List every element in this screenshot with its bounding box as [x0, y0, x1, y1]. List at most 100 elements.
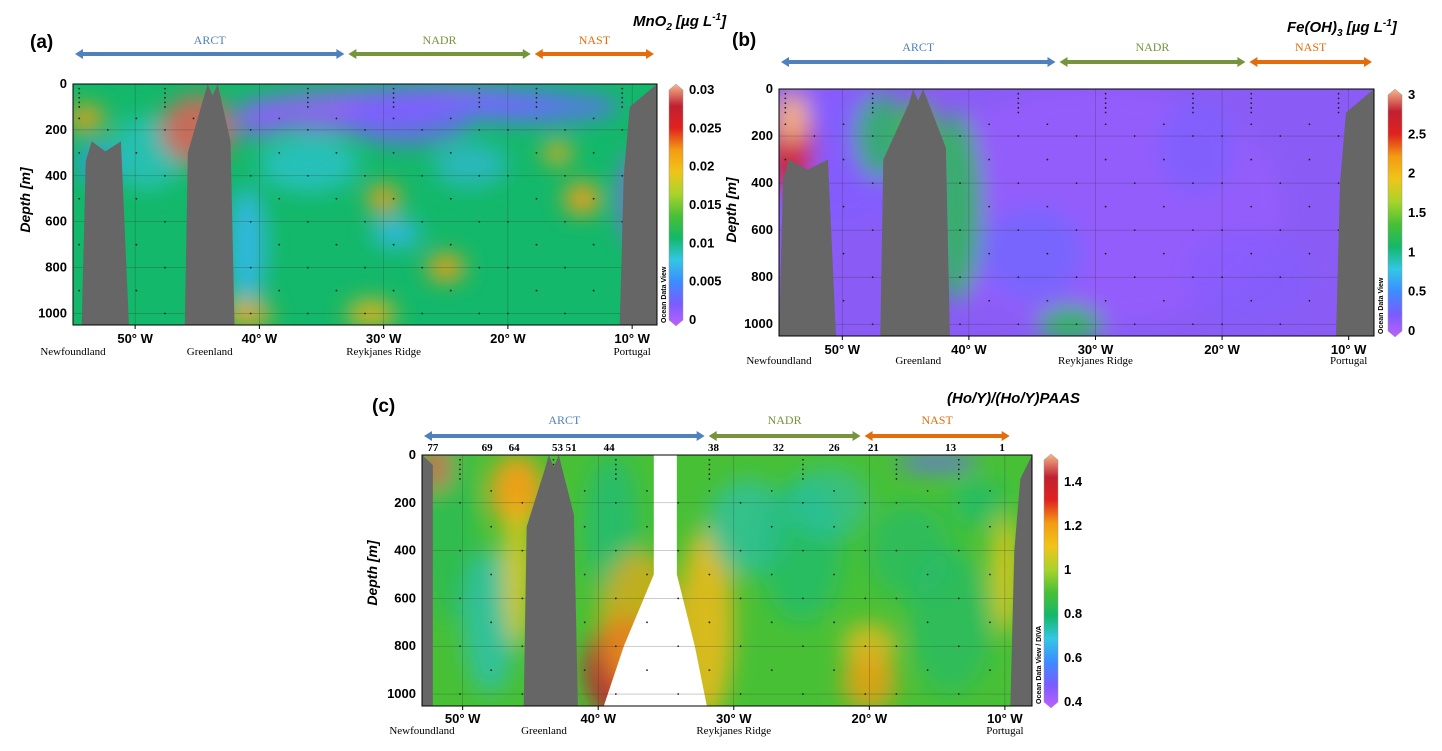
sample-point — [926, 621, 929, 624]
sample-point — [833, 669, 835, 672]
sample-point — [871, 229, 874, 232]
sample-point — [335, 243, 338, 246]
sample-point — [708, 621, 711, 624]
sample-point — [842, 123, 845, 126]
sample-point — [1279, 135, 1282, 137]
sample-point — [392, 101, 395, 104]
sample-point — [957, 645, 960, 648]
panel-b-colorbar-title-close: ] — [1390, 19, 1398, 36]
sample-point — [739, 645, 742, 648]
colorbar-tick-label: 1 — [1064, 562, 1071, 577]
sample-point — [449, 117, 452, 120]
sample-point — [770, 669, 773, 672]
province-arrow-head-right — [522, 49, 531, 59]
sample-point — [521, 693, 524, 695]
station-number: 77 — [427, 442, 439, 454]
sample-point — [392, 96, 395, 99]
place-label: Greenland — [521, 725, 567, 737]
y-tick-label: 400 — [751, 175, 773, 190]
field-patch — [228, 187, 266, 303]
sample-point — [449, 151, 452, 154]
place-label: Reykjanes Ridge — [1058, 355, 1133, 367]
sample-point — [535, 151, 538, 154]
field-patch — [433, 141, 508, 188]
province-arrow-head-right — [336, 49, 345, 59]
sample-point — [871, 97, 874, 100]
sample-point — [1133, 229, 1136, 232]
sample-point — [1250, 97, 1253, 100]
concentration-field — [73, 86, 645, 325]
sample-point — [164, 101, 166, 104]
sample-point — [646, 525, 648, 528]
sample-point — [592, 243, 595, 246]
sample-point — [646, 489, 648, 492]
sample-point — [1192, 229, 1194, 232]
sample-point — [1017, 182, 1020, 184]
x-tick-label: 10° W — [987, 711, 1023, 726]
y-tick-label: 200 — [394, 495, 416, 510]
sample-point — [521, 501, 524, 504]
sample-point — [1279, 276, 1282, 279]
province-nadr: NADR — [708, 413, 861, 441]
y-tick-label: 0 — [60, 76, 67, 91]
sample-point — [521, 597, 524, 600]
sample-point — [78, 87, 81, 90]
sample-point — [306, 220, 309, 223]
sample-point — [957, 468, 960, 471]
province-label: NADR — [423, 33, 457, 47]
sample-point — [1192, 182, 1194, 184]
panel-b: (b) Fe(OH)3 [µg L-1] Depth [m] 020040060… — [723, 18, 1426, 367]
sample-point — [1221, 276, 1223, 279]
bathymetry — [81, 141, 129, 325]
watermark-label: Ocean Data View — [661, 266, 668, 323]
sample-point — [988, 299, 991, 302]
sample-point — [459, 463, 461, 466]
sample-point — [583, 621, 586, 624]
field-patch — [896, 455, 978, 472]
sample-point — [564, 220, 566, 223]
sample-point — [1104, 106, 1107, 109]
sample-point — [802, 463, 804, 466]
place-label: Greenland — [895, 355, 941, 367]
station-number: 32 — [773, 442, 785, 454]
sample-point — [739, 549, 742, 552]
sample-point — [677, 693, 680, 695]
sample-point — [278, 243, 281, 246]
panel-b-plot-area — [779, 89, 1374, 336]
sample-point — [583, 669, 586, 672]
sample-point — [421, 174, 424, 177]
field-patch — [1038, 305, 1102, 336]
sample-point — [677, 645, 680, 648]
province-arct: ARCT — [424, 413, 705, 441]
colorbar-tick-label: 1.2 — [1064, 518, 1082, 533]
sample-point — [871, 111, 874, 114]
sample-point — [1337, 97, 1340, 100]
sample-point — [449, 289, 452, 292]
sample-point — [478, 96, 481, 99]
sample-point — [708, 525, 711, 528]
sample-point — [478, 129, 481, 131]
field-patch — [981, 206, 1083, 301]
sample-point — [535, 101, 538, 104]
province-nast: NAST — [1249, 40, 1372, 67]
sample-point — [306, 174, 309, 177]
panel-c-letter: (c) — [372, 396, 395, 417]
sample-point — [364, 174, 366, 177]
province-label: ARCT — [194, 33, 227, 47]
sample-point — [1337, 111, 1340, 114]
sample-point — [506, 312, 509, 315]
sample-point — [1221, 135, 1223, 137]
sample-point — [1075, 323, 1078, 326]
sample-point — [614, 463, 617, 466]
sample-point — [677, 549, 680, 552]
sample-point — [249, 220, 252, 223]
sample-point — [770, 525, 773, 528]
colorbar-tick-label: 2.5 — [1408, 126, 1426, 141]
sample-point — [871, 102, 874, 105]
place-label: Greenland — [187, 346, 233, 358]
bathymetry — [184, 84, 235, 325]
sample-point — [1250, 205, 1253, 208]
y-tick-label: 800 — [751, 269, 773, 284]
sample-point — [708, 489, 711, 492]
sample-point — [1192, 92, 1194, 95]
